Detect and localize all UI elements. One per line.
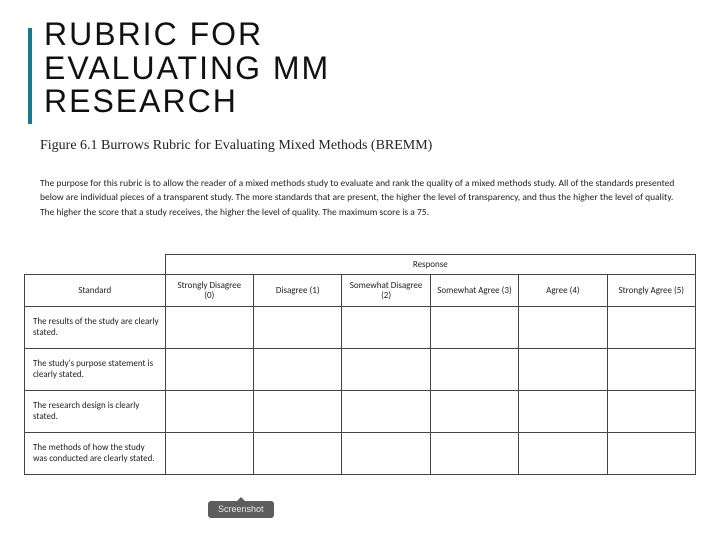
col-header-2: Somewhat Disagree (2) — [342, 275, 430, 307]
rating-cell[interactable] — [430, 391, 518, 433]
col-header-1: Disagree (1) — [254, 275, 342, 307]
standard-cell: The results of the study are clearly sta… — [25, 307, 166, 349]
blank-cell — [25, 255, 166, 275]
rating-cell[interactable] — [342, 307, 430, 349]
figure-caption: Figure 6.1 Burrows Rubric for Evaluating… — [40, 138, 432, 154]
table-row: The research design is clearly stated. — [25, 391, 696, 433]
rating-cell[interactable] — [519, 349, 607, 391]
table-row: The results of the study are clearly sta… — [25, 307, 696, 349]
rubric-table-wrap: Response Standard Strongly Disagree (0) … — [24, 254, 696, 475]
accent-bar — [28, 28, 32, 124]
rating-cell[interactable] — [607, 349, 695, 391]
rating-cell[interactable] — [165, 307, 253, 349]
col-header-5: Strongly Agree (5) — [607, 275, 695, 307]
standard-cell: The research design is clearly stated. — [25, 391, 166, 433]
title-text: RUBRIC FOREVALUATING MMRESEARCH — [44, 16, 330, 119]
standard-cell: The study's purpose statement is clearly… — [25, 349, 166, 391]
rating-cell[interactable] — [254, 307, 342, 349]
col-header-4: Agree (4) — [519, 275, 607, 307]
table-row: The methods of how the study was conduct… — [25, 433, 696, 475]
rating-cell[interactable] — [430, 307, 518, 349]
purpose-paragraph: The purpose for this rubric is to allow … — [40, 176, 680, 219]
page-title: RUBRIC FOREVALUATING MMRESEARCH — [44, 18, 330, 119]
rating-cell[interactable] — [254, 433, 342, 475]
rating-cell[interactable] — [254, 349, 342, 391]
rating-cell[interactable] — [519, 391, 607, 433]
rating-cell[interactable] — [519, 433, 607, 475]
rubric-table: Response Standard Strongly Disagree (0) … — [24, 254, 696, 475]
rating-cell[interactable] — [607, 307, 695, 349]
standard-header: Standard — [25, 275, 166, 307]
rating-cell[interactable] — [165, 391, 253, 433]
col-header-3: Somewhat Agree (3) — [430, 275, 518, 307]
rating-cell[interactable] — [430, 433, 518, 475]
rating-cell[interactable] — [519, 307, 607, 349]
response-header: Response — [165, 255, 695, 275]
column-header-row: Standard Strongly Disagree (0) Disagree … — [25, 275, 696, 307]
rating-cell[interactable] — [254, 391, 342, 433]
rating-cell[interactable] — [607, 391, 695, 433]
response-header-row: Response — [25, 255, 696, 275]
standard-cell: The methods of how the study was conduct… — [25, 433, 166, 475]
screenshot-tooltip: Screenshot — [208, 501, 274, 518]
rating-cell[interactable] — [430, 349, 518, 391]
rating-cell[interactable] — [342, 433, 430, 475]
rating-cell[interactable] — [165, 433, 253, 475]
col-header-0: Strongly Disagree (0) — [165, 275, 253, 307]
rating-cell[interactable] — [607, 433, 695, 475]
rating-cell[interactable] — [342, 349, 430, 391]
rating-cell[interactable] — [342, 391, 430, 433]
table-row: The study's purpose statement is clearly… — [25, 349, 696, 391]
rating-cell[interactable] — [165, 349, 253, 391]
